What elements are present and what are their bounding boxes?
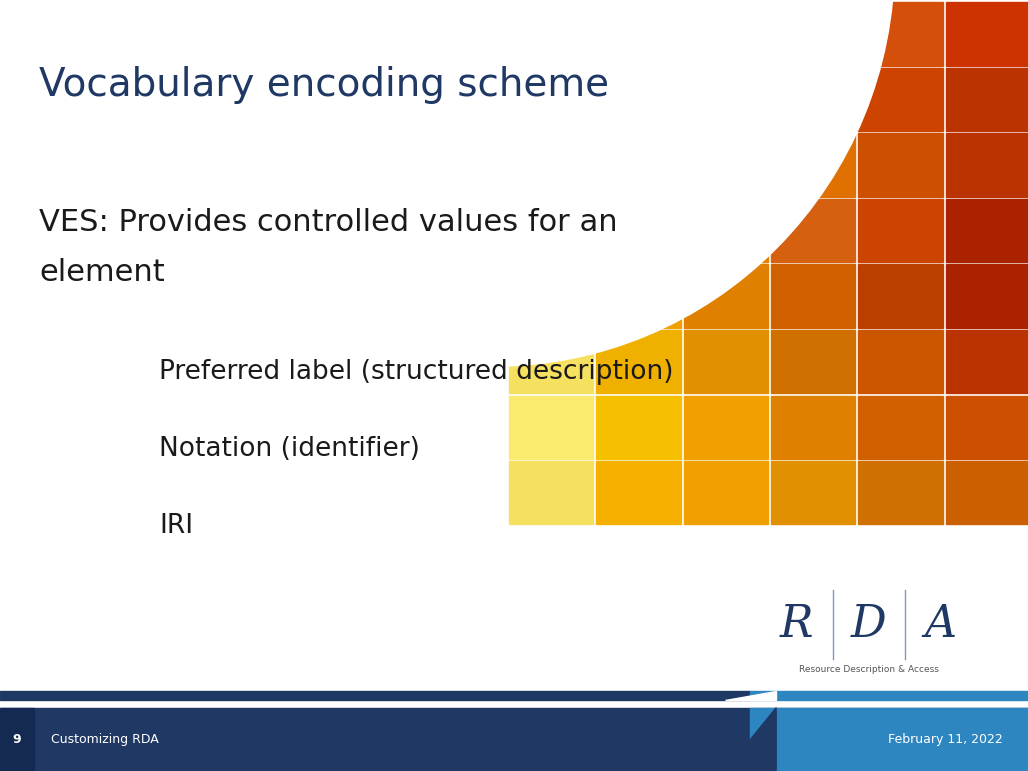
Text: Customizing RDA: Customizing RDA [51, 733, 159, 746]
Text: D: D [851, 603, 886, 646]
Bar [858, 264, 943, 328]
Text: R: R [780, 603, 813, 646]
Bar [0, 691, 750, 700]
Bar [684, 461, 768, 524]
Bar [858, 133, 943, 197]
Bar [771, 461, 855, 524]
Bar [684, 264, 768, 328]
Bar [596, 396, 681, 459]
Bar [771, 264, 855, 328]
Bar [509, 330, 593, 393]
Bar [0, 708, 34, 771]
Bar [946, 461, 1028, 524]
Bar [858, 2, 943, 66]
Bar [858, 68, 943, 131]
Bar [771, 68, 855, 131]
Bar [509, 2, 593, 66]
Bar [509, 396, 593, 459]
Polygon shape [725, 708, 776, 771]
Bar [509, 461, 593, 524]
Bar [684, 133, 768, 197]
Bar [509, 68, 593, 131]
Bar [858, 199, 943, 262]
Bar [946, 396, 1028, 459]
Bar [771, 2, 855, 66]
Bar [509, 199, 593, 262]
Bar [596, 199, 681, 262]
Bar [858, 330, 943, 393]
Text: Preferred label (structured description): Preferred label (structured description) [159, 359, 673, 385]
Bar [771, 133, 855, 197]
Bar [771, 199, 855, 262]
Text: Resource Description & Access: Resource Description & Access [799, 665, 939, 674]
Text: Vocabulary encoding scheme: Vocabulary encoding scheme [39, 66, 610, 103]
Text: Notation (identifier): Notation (identifier) [159, 436, 420, 462]
Bar [750, 708, 1028, 771]
Bar [684, 68, 768, 131]
Bar [509, 264, 593, 328]
Bar [946, 133, 1028, 197]
Bar [946, 264, 1028, 328]
Bar [596, 264, 681, 328]
Bar [684, 2, 768, 66]
Text: February 11, 2022: February 11, 2022 [887, 733, 1002, 746]
Bar [946, 2, 1028, 66]
Text: IRI: IRI [159, 513, 193, 539]
Ellipse shape [93, 0, 894, 366]
Bar [946, 330, 1028, 393]
Bar [596, 2, 681, 66]
Bar [596, 133, 681, 197]
Bar [684, 396, 768, 459]
Bar [684, 330, 768, 393]
Bar [0, 708, 1028, 771]
Bar [596, 68, 681, 131]
Bar [750, 691, 1028, 700]
Bar [596, 330, 681, 393]
Bar [946, 199, 1028, 262]
Bar [858, 461, 943, 524]
Bar [946, 68, 1028, 131]
Text: 9: 9 [12, 733, 21, 746]
Bar [596, 461, 681, 524]
Bar [509, 133, 593, 197]
Bar [684, 199, 768, 262]
Bar [771, 396, 855, 459]
Bar [771, 330, 855, 393]
Polygon shape [725, 691, 776, 700]
Text: VES: Provides controlled values for an: VES: Provides controlled values for an [39, 208, 618, 237]
Text: element: element [39, 258, 164, 288]
Bar [858, 396, 943, 459]
Text: A: A [924, 603, 957, 646]
